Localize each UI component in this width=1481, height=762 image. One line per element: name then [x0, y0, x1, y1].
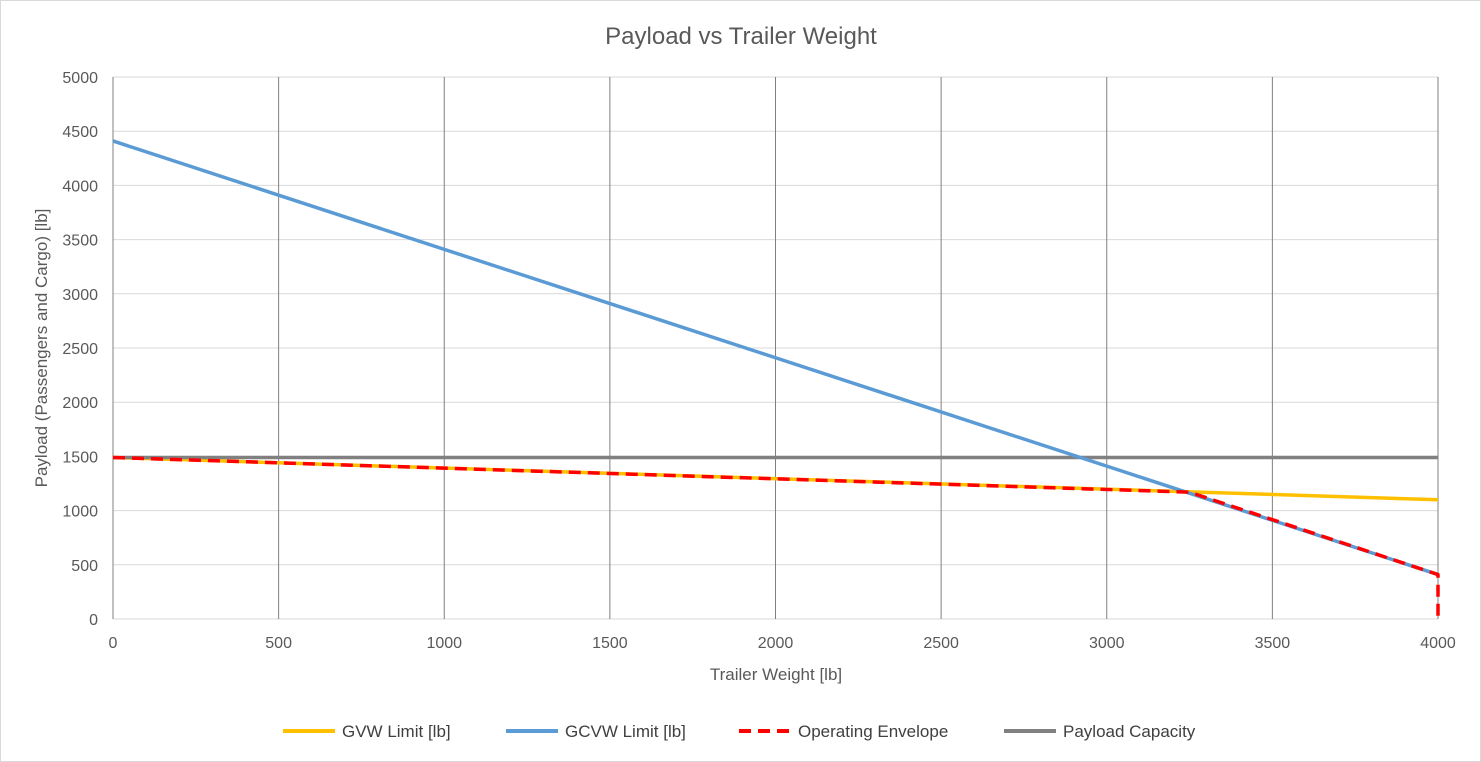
- series-layer: [112, 139, 1440, 619]
- y-axis-label: Payload (Passengers and Cargo) [lb]: [32, 209, 51, 488]
- chart-title: Payload vs Trailer Weight: [605, 23, 877, 50]
- x-tick-label: 1000: [426, 635, 462, 652]
- x-tick-label: 4000: [1420, 635, 1456, 652]
- legend-label-gvw-limit: GVW Limit [lb]: [342, 722, 451, 741]
- x-tick-label: 3000: [1089, 635, 1125, 652]
- y-tick-label: 500: [71, 558, 98, 575]
- x-tick-label: 0: [109, 635, 118, 652]
- x-tick-label: 3500: [1255, 635, 1291, 652]
- y-tick-label: 1500: [62, 449, 98, 466]
- y-tick-label: 2000: [62, 395, 98, 412]
- legend-label-operating-envelope: Operating Envelope: [798, 722, 948, 741]
- x-tick-label: 1500: [592, 635, 628, 652]
- y-tick-label: 2500: [62, 341, 98, 358]
- y-tick-label: 5000: [62, 70, 98, 87]
- x-tick-label: 2500: [923, 635, 959, 652]
- series-line-operating-envelope: [112, 455, 1440, 619]
- y-tick-label: 4500: [62, 124, 98, 141]
- x-axis-label: Trailer Weight [lb]: [710, 665, 842, 684]
- y-tick-label: 3500: [62, 233, 98, 250]
- legend-label-payload-capacity: Payload Capacity: [1063, 722, 1196, 741]
- y-tick-label: 4000: [62, 178, 98, 195]
- y-tick-label: 0: [89, 612, 98, 629]
- y-tick-labels: 0 500 1000 1500 2000 2500 3000 3500 4000 4500 5000: [62, 70, 98, 629]
- x-tick-label: 500: [265, 635, 292, 652]
- legend-label-gcvw-limit: GCVW Limit [lb]: [565, 722, 686, 741]
- y-tick-label: 3000: [62, 287, 98, 304]
- y-tick-label: 1000: [62, 504, 98, 521]
- x-tick-label: 2000: [758, 635, 794, 652]
- legend: GVW Limit [lb] GCVW Limit [lb] Operating E…: [283, 722, 1196, 741]
- gridlines: [112, 76, 1439, 620]
- x-tick-labels: 0 500 1000 1500 2000 2500 3000 3500 4000: [109, 635, 1456, 652]
